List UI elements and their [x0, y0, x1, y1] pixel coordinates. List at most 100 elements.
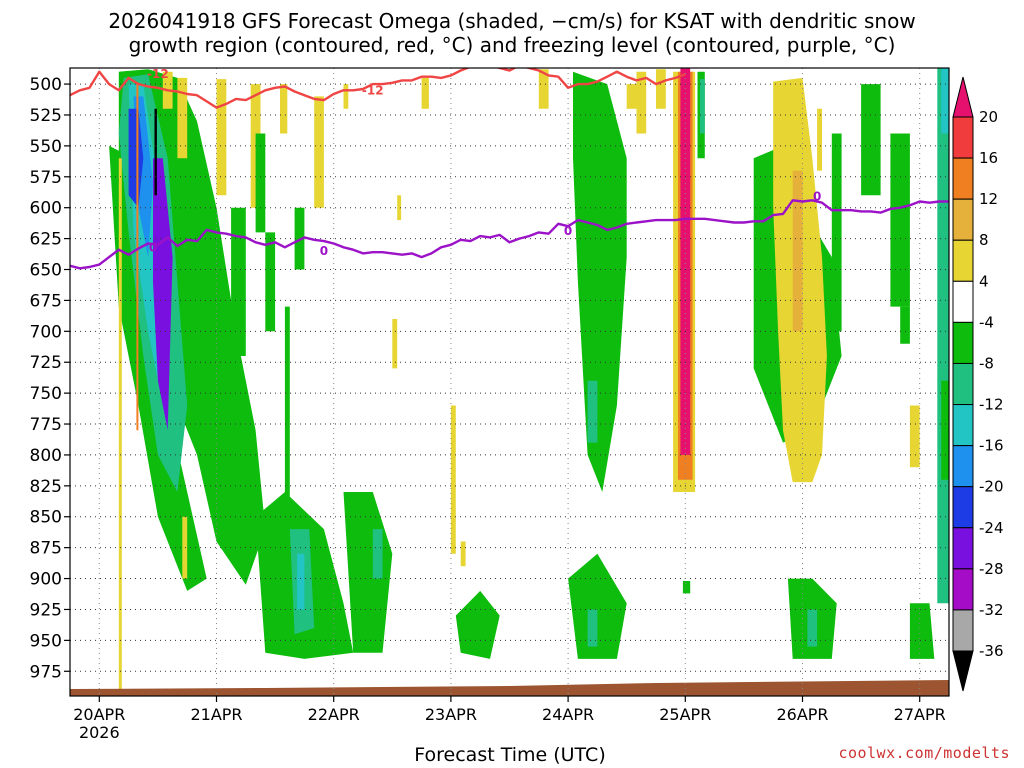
freezing-level-line — [70, 199, 949, 270]
y-tick-label: 850 — [30, 508, 62, 528]
freezing-label: 0 — [564, 224, 572, 238]
y-tick-label: 675 — [30, 291, 62, 311]
colorbar-label: 8 — [979, 231, 989, 249]
colorbar-label: 4 — [979, 272, 989, 290]
colorbar-label: 12 — [979, 190, 998, 208]
colorbar-band — [952, 568, 974, 611]
plot-frame — [69, 67, 950, 697]
colorbar-band — [952, 198, 974, 241]
x-tick-label: 24APR — [542, 705, 594, 724]
shade-yellow-apr22b — [343, 84, 349, 109]
shade-green-apr26b — [831, 133, 842, 332]
ground-terrain — [70, 680, 949, 696]
y-tick-label: 800 — [30, 446, 62, 466]
colorbar-label: -32 — [979, 601, 1004, 619]
shade-teal-lowlevel-apr24 — [587, 609, 598, 647]
colorbar-band — [952, 280, 974, 323]
colorbar-band — [952, 445, 974, 488]
dgz-contour-line — [70, 68, 686, 109]
site-credit: coolwx.com/modelts — [838, 744, 1010, 762]
shade-yellow-apr20b — [177, 77, 188, 159]
shade-yellow-apr24a — [538, 69, 549, 109]
freezing-label: 0 — [149, 240, 157, 254]
shade-green-rightedge — [941, 380, 949, 480]
y-tick-label: 600 — [30, 199, 62, 219]
y-tick-label: 575 — [30, 168, 62, 188]
y-tick-label: 550 — [30, 137, 62, 157]
x-tick-label: 27APR — [894, 705, 946, 724]
chart-title-line1: 2026041918 GFS Forecast Omega (shaded, −… — [108, 9, 916, 33]
x-tick-label: 26APR — [776, 705, 828, 724]
shade-teal-lowlevel-apr26 — [807, 609, 818, 647]
dgz-label: -12 — [147, 67, 169, 81]
shade-green-apr23 — [455, 590, 500, 659]
shade-orange-thin-apr20 — [136, 84, 139, 431]
colorbar-label: -4 — [979, 313, 994, 331]
colorbar-band — [952, 321, 974, 364]
x-tick-label: 25APR — [659, 705, 711, 724]
shade-green-apr24 — [573, 71, 627, 492]
y-tick-label: 775 — [30, 415, 62, 435]
colorbar-band — [952, 362, 974, 406]
y-tick-label: 625 — [30, 230, 62, 250]
shade-yellow-apr21a — [216, 79, 227, 196]
colorbar-band — [952, 239, 974, 282]
shade-teal-rightedge — [937, 68, 949, 604]
chart-title-line2: growth region (contoured, red, °C) and f… — [128, 33, 896, 57]
shade-gold-apr26 — [792, 170, 803, 332]
shade-teal-apr25 — [700, 79, 705, 134]
shade-yellow-apr22d — [397, 195, 402, 221]
y-tick-label: 525 — [30, 106, 62, 126]
shade-teal-lowlevel-apr22 — [372, 529, 383, 579]
shade-green-apr21b — [255, 133, 266, 233]
shade-green-apr21d — [284, 306, 290, 530]
shade-black-apr20 — [154, 108, 157, 196]
x-axis-title: Forecast Time (UTC) — [414, 744, 606, 766]
colorbar-band — [952, 609, 974, 652]
shade-green-apr25b — [682, 581, 691, 594]
shade-yellow-apr27 — [909, 405, 920, 468]
shade-yellow-apr23 — [460, 541, 466, 567]
shade-green-apr27a — [890, 133, 910, 307]
shade-green-lowlevel-apr27 — [909, 603, 935, 659]
shade-yellow-apr22a — [314, 96, 324, 208]
shade-yellow-apr21c — [280, 84, 288, 134]
colorbar-label: -12 — [979, 396, 1004, 414]
colorbar-band — [952, 157, 974, 200]
y-tick-label: 825 — [30, 477, 62, 497]
shade-yellow-apr20c — [182, 516, 188, 579]
colorbar-band — [952, 486, 974, 529]
y-tick-label: 925 — [30, 600, 62, 620]
colorbar-label: 16 — [979, 149, 998, 167]
y-tick-label: 875 — [30, 539, 62, 559]
y-tick-label: 650 — [30, 261, 62, 281]
shade-green-apr21a — [231, 207, 246, 356]
shade-yellow-apr23b — [450, 405, 456, 554]
shade-yellow-apr24c — [656, 69, 666, 109]
x-tick-label: 23APR — [425, 705, 477, 724]
colorbar-top-arrow — [952, 76, 974, 118]
shade-cyan-rightedge — [941, 68, 949, 134]
colorbar-label: -36 — [979, 642, 1004, 660]
colorbar-band — [952, 527, 974, 570]
shade-green-apr21c — [265, 232, 276, 332]
shade-teal-apr24 — [587, 380, 598, 443]
colorbar-label: -8 — [979, 354, 994, 372]
y-tick-label: 975 — [30, 662, 62, 682]
colorbar-label: -28 — [979, 560, 1004, 578]
freezing-label: 0 — [320, 244, 328, 258]
shade-yellow-apr24b — [636, 71, 647, 134]
colorbar-label: -24 — [979, 519, 1004, 537]
colorbar-band — [952, 116, 974, 159]
shade-green-apr26c — [861, 84, 881, 196]
y-tick-label: 900 — [30, 570, 62, 590]
shade-green-apr27b — [900, 306, 910, 344]
y-tick-label: 725 — [30, 353, 62, 373]
y-tick-label: 950 — [30, 631, 62, 651]
colorbar-label: -16 — [979, 437, 1004, 455]
colorbar-label: 20 — [979, 108, 998, 126]
colorbar-band — [952, 404, 974, 447]
shade-yellow-thin-apr20 — [118, 158, 122, 696]
y-tick-label: 700 — [30, 322, 62, 342]
